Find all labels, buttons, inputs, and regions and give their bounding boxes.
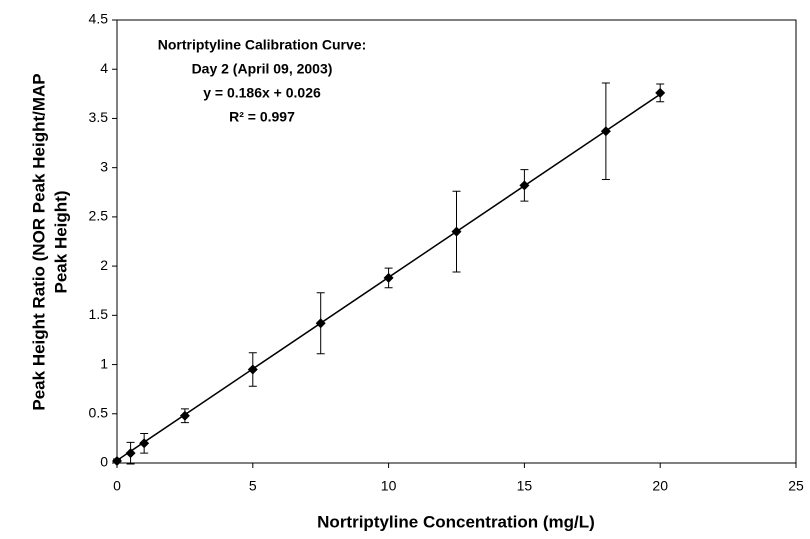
data-point <box>655 87 666 98</box>
y-tick-label: 3.5 <box>89 109 109 125</box>
x-tick-label: 10 <box>381 478 397 494</box>
y-tick-label: 4.5 <box>89 11 109 27</box>
x-tick-label: 5 <box>249 478 257 494</box>
data-point <box>125 448 136 459</box>
data-point <box>519 180 530 191</box>
annotation-line: Day 2 (April 09, 2003) <box>192 61 333 77</box>
data-point <box>383 272 394 283</box>
y-tick-label: 0.5 <box>89 404 109 420</box>
data-point <box>139 438 150 449</box>
data-point <box>112 456 122 467</box>
x-axis-label: Nortriptyline Concentration (mg/L) <box>317 512 595 531</box>
annotation-line: R² = 0.997 <box>229 109 295 125</box>
y-tick-label: 4 <box>100 60 108 76</box>
y-tick-label: 1 <box>100 355 108 371</box>
data-point <box>247 364 258 375</box>
x-tick-label: 15 <box>517 478 533 494</box>
data-point <box>600 126 611 137</box>
y-tick-label: 2.5 <box>89 208 109 224</box>
x-tick-label: 25 <box>788 478 804 494</box>
y-axis-label: Peak Height Ratio (NOR Peak Height/MAP P… <box>29 73 70 410</box>
data-point <box>451 226 462 237</box>
y-axis-label-line: Peak Height Ratio (NOR Peak Height/MAP <box>29 73 48 410</box>
plot-frame <box>116 19 797 464</box>
y-tick-label: 3 <box>100 158 108 174</box>
y-axis-label-line: Peak Height) <box>51 191 70 294</box>
y-tick-label: 0 <box>100 454 108 470</box>
y-tick-label: 1.5 <box>89 306 109 322</box>
data-point <box>315 318 326 329</box>
annotation-line: y = 0.186x + 0.026 <box>203 85 321 101</box>
x-tick-label: 20 <box>652 478 668 494</box>
x-tick-label: 0 <box>113 478 121 494</box>
y-tick-label: 2 <box>100 257 108 273</box>
annotation: Nortriptyline Calibration Curve: Day 2 (… <box>158 37 366 125</box>
annotation-line: Nortriptyline Calibration Curve: <box>158 37 366 53</box>
data-point <box>179 410 190 421</box>
